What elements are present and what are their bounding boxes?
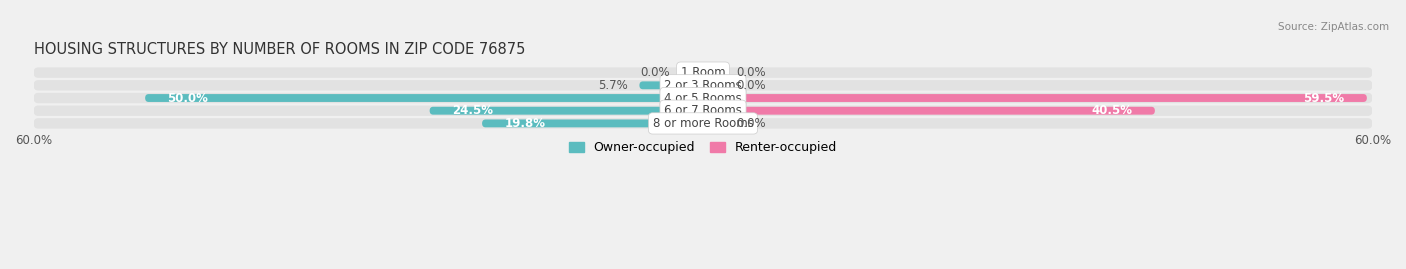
- Text: 0.0%: 0.0%: [737, 117, 766, 130]
- Text: 40.5%: 40.5%: [1091, 104, 1133, 117]
- FancyBboxPatch shape: [482, 119, 703, 127]
- Legend: Owner-occupied, Renter-occupied: Owner-occupied, Renter-occupied: [564, 136, 842, 159]
- Text: 1 Room: 1 Room: [681, 66, 725, 79]
- Text: 8 or more Rooms: 8 or more Rooms: [652, 117, 754, 130]
- Text: 4 or 5 Rooms: 4 or 5 Rooms: [664, 91, 742, 105]
- Text: 2 or 3 Rooms: 2 or 3 Rooms: [664, 79, 742, 92]
- FancyBboxPatch shape: [34, 80, 1372, 91]
- FancyBboxPatch shape: [34, 93, 1372, 103]
- FancyBboxPatch shape: [640, 82, 703, 89]
- Text: HOUSING STRUCTURES BY NUMBER OF ROOMS IN ZIP CODE 76875: HOUSING STRUCTURES BY NUMBER OF ROOMS IN…: [34, 42, 524, 57]
- Text: 24.5%: 24.5%: [451, 104, 494, 117]
- Text: Source: ZipAtlas.com: Source: ZipAtlas.com: [1278, 22, 1389, 31]
- Text: 6 or 7 Rooms: 6 or 7 Rooms: [664, 104, 742, 117]
- FancyBboxPatch shape: [703, 94, 1367, 102]
- Text: 0.0%: 0.0%: [640, 66, 669, 79]
- FancyBboxPatch shape: [430, 107, 703, 115]
- Text: 0.0%: 0.0%: [737, 66, 766, 79]
- FancyBboxPatch shape: [34, 118, 1372, 129]
- Text: 19.8%: 19.8%: [505, 117, 546, 130]
- FancyBboxPatch shape: [34, 68, 1372, 78]
- Text: 59.5%: 59.5%: [1303, 91, 1344, 105]
- FancyBboxPatch shape: [34, 105, 1372, 116]
- Text: 0.0%: 0.0%: [737, 79, 766, 92]
- Text: 50.0%: 50.0%: [167, 91, 208, 105]
- Text: 5.7%: 5.7%: [599, 79, 628, 92]
- FancyBboxPatch shape: [703, 107, 1154, 115]
- FancyBboxPatch shape: [145, 94, 703, 102]
